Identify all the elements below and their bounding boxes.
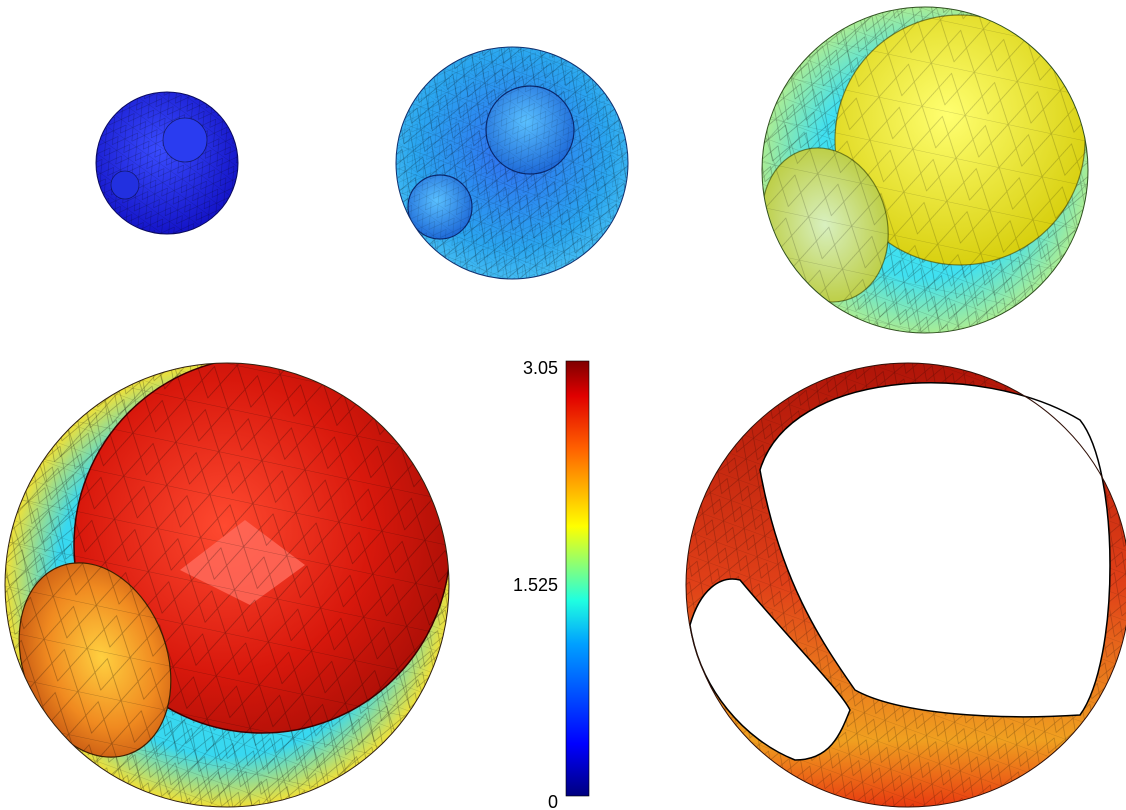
colorbar-min-label: 0 — [548, 792, 558, 810]
colorbar-mid-label: 1.525 — [513, 575, 558, 595]
colorbar: 3.05 1.525 0 — [513, 358, 590, 810]
colorbar-gradient — [565, 360, 590, 797]
panel-frame-2 — [395, 46, 629, 280]
panel-frame-5 — [685, 362, 1126, 808]
colorbar-max-label: 3.05 — [523, 358, 558, 378]
panel-frame-1 — [95, 91, 239, 235]
panel-frame-4 — [4, 362, 450, 808]
panel-frame-3 — [761, 6, 1089, 334]
